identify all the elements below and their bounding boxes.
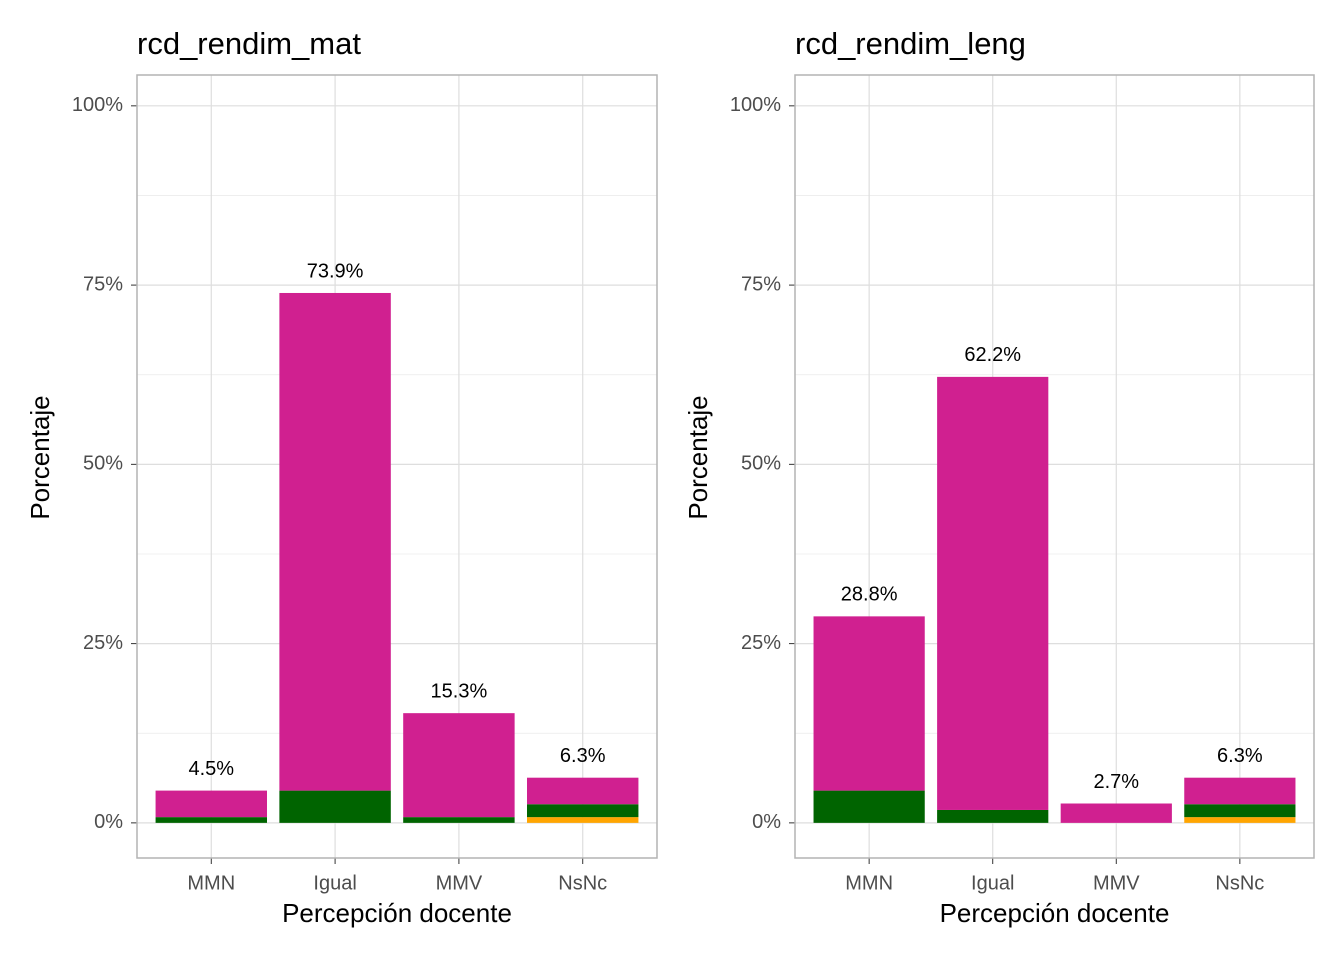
data-label: 2.7% (1093, 771, 1139, 793)
x-tick-label: NsNc (558, 872, 607, 894)
x-tick-label: Igual (971, 872, 1014, 894)
bar-segment (937, 809, 1049, 823)
panel: 0% 25% 50% 75% 100% MMN 28.8% Igual 62.2% MMV 2.7%… (683, 26, 1315, 928)
y-axis-label: Porcentaje (683, 395, 713, 519)
data-label: 62.2% (964, 344, 1021, 366)
bar-segment (937, 376, 1049, 810)
bar-segment (403, 713, 515, 818)
y-tick-label: 0% (94, 811, 123, 833)
bar-segment (155, 790, 267, 818)
y-tick-label: 50% (83, 453, 123, 475)
bar-segment (1184, 804, 1296, 818)
data-label: 6.3% (1217, 745, 1263, 767)
bar-segment (1060, 803, 1172, 823)
chart-title: rcd_rendim_leng (795, 26, 1026, 61)
bar-segment (1184, 817, 1296, 823)
x-tick-label: MMV (436, 872, 483, 894)
x-axis-label: Percepción docente (282, 898, 512, 928)
data-label: 4.5% (188, 758, 234, 780)
y-tick-label: 0% (752, 811, 781, 833)
panel: 0% 25% 50% 75% 100% MMN 4.5% Igual 73.9% MMV 15.3%… (25, 26, 658, 928)
panel-background (137, 75, 657, 858)
bar-segment (813, 790, 925, 823)
x-tick-label: MMV (1093, 872, 1140, 894)
data-label: 6.3% (560, 745, 606, 767)
chart-title: rcd_rendim_mat (137, 26, 361, 61)
bar-segment (527, 817, 639, 823)
panel-border (794, 74, 1315, 859)
y-axis-label: Porcentaje (25, 395, 55, 519)
panel-border (136, 74, 658, 859)
bar-segment (1184, 777, 1296, 805)
y-tick-label: 100% (72, 94, 123, 116)
y-tick-label: 50% (741, 453, 781, 475)
x-tick-label: MMN (845, 872, 893, 894)
bar-segment (155, 817, 267, 823)
data-label: 28.8% (841, 584, 898, 606)
x-tick-label: Igual (313, 872, 356, 894)
x-axis-label: Percepción docente (940, 898, 1170, 928)
x-tick-label: NsNc (1215, 872, 1264, 894)
y-tick-label: 25% (83, 632, 123, 654)
bar-segment (527, 777, 639, 805)
data-label: 15.3% (431, 680, 488, 702)
data-label: 73.9% (307, 260, 364, 282)
y-tick-label: 75% (83, 273, 123, 295)
bar-segment (279, 790, 391, 823)
y-tick-label: 25% (741, 632, 781, 654)
bar-segment (279, 292, 391, 791)
y-tick-label: 75% (741, 273, 781, 295)
bar-segment (813, 616, 925, 791)
y-tick-label: 100% (730, 94, 781, 116)
bar-segment (527, 804, 639, 818)
bar-segment (403, 817, 515, 823)
x-tick-label: MMN (187, 872, 235, 894)
